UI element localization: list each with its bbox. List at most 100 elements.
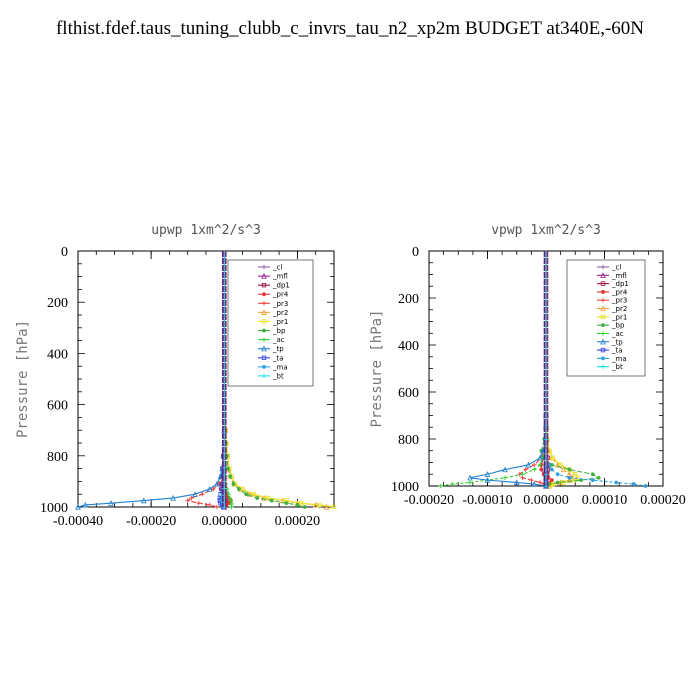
y-tick-label: 0 [412, 245, 419, 260]
legend-label: _pr2 [272, 309, 288, 317]
data-point [484, 471, 491, 477]
legend-marker [261, 345, 267, 352]
legend-marker [262, 364, 266, 369]
data-point [323, 503, 330, 510]
data-point [140, 497, 147, 504]
data-point [231, 482, 236, 486]
data-point [192, 491, 198, 497]
data-point [261, 494, 268, 501]
legend-label: _cl [611, 264, 621, 272]
legend-label: _mfl [272, 273, 288, 281]
page-title: flthist.fdef.taus_tuning_clubb_c_invrs_t… [55, 18, 645, 39]
data-point [525, 461, 532, 468]
legend-label: _ac [272, 336, 285, 344]
data-point [247, 491, 253, 497]
data-point [531, 481, 538, 487]
data-point [614, 480, 619, 485]
data-point [82, 501, 89, 508]
legend-marker [261, 319, 267, 324]
legend-box [227, 259, 314, 387]
x-tick-label: -0.00020 [126, 514, 176, 529]
legend-marker [600, 338, 606, 345]
x-tick-label: -0.00010 [462, 493, 512, 508]
legend-label: _pr4 [272, 291, 289, 299]
chart-title: upwp 1xm^2/s^3 [151, 223, 261, 238]
data-point [560, 466, 567, 473]
legend-label: _pr1 [272, 318, 288, 326]
legend-label: _bp [611, 322, 625, 330]
data-point [226, 466, 230, 471]
data-point [590, 472, 595, 477]
data-point [537, 454, 543, 461]
chart-upwp: upwp 1xm^2/s^3 Pressure [hPa] 0 200 400 600 80… [15, 223, 337, 529]
chart-title: vpwp 1xm^2/s^3 [491, 223, 601, 238]
data-point [214, 480, 220, 487]
y-tick-label: 1000 [391, 480, 419, 495]
legend-marker [261, 282, 267, 288]
series-line-tp [77, 251, 225, 508]
data-point [108, 500, 114, 506]
legend-label: _pr4 [611, 288, 628, 296]
legend-marker [600, 281, 606, 286]
series-line-ac [440, 251, 547, 487]
data-point [331, 504, 337, 510]
data-point [567, 467, 572, 472]
data-point [484, 477, 491, 483]
data-point [302, 505, 307, 509]
legend-label: _pr3 [611, 297, 627, 305]
data-point [251, 491, 256, 497]
legend-marker [600, 272, 606, 278]
legend-marker [601, 290, 605, 294]
legend-label: _pr3 [272, 300, 288, 308]
legend-label: _ac [611, 330, 624, 338]
legend-label: _pr1 [611, 313, 627, 321]
legend-label: _cl [272, 264, 282, 272]
series-line-tp [469, 251, 547, 487]
legend-marker [601, 323, 605, 328]
data-point [170, 494, 176, 501]
x-tick-label: -0.00020 [404, 493, 454, 508]
legend-label: _ta [272, 354, 284, 362]
x-tick-label: -0.00040 [53, 514, 103, 529]
data-point [575, 475, 581, 480]
data-point [317, 502, 322, 508]
y-tick-label: 0 [61, 245, 68, 260]
legend-marker [261, 309, 267, 315]
legend-label: _dp1 [611, 280, 629, 288]
legend-marker [600, 347, 606, 353]
data-point [502, 466, 508, 473]
data-point [244, 492, 249, 497]
legend-label: _bp [272, 327, 286, 335]
legend-marker [262, 292, 266, 297]
legend-label: _tp [272, 345, 284, 353]
legend-box [566, 259, 646, 377]
legend-label: _mfl [611, 272, 627, 280]
data-point [255, 496, 260, 500]
y-tick-label: 200 [47, 296, 68, 311]
data-point [269, 498, 274, 503]
y-tick-label: 800 [398, 433, 419, 448]
y-tick-label: 400 [47, 347, 68, 362]
data-point [566, 477, 573, 483]
data-point [237, 487, 241, 491]
data-point [555, 480, 560, 485]
x-tick-label: 0.00000 [523, 493, 569, 508]
legend-label: _pr2 [611, 305, 627, 313]
series-line-pr3 [186, 251, 225, 508]
data-point [643, 484, 648, 488]
legend-label: _dp1 [272, 282, 290, 290]
x-tick-label: 0.00010 [582, 493, 628, 508]
y-tick-label: 800 [47, 450, 68, 465]
y-tick-label: 600 [398, 386, 419, 401]
legend-label: _ta [611, 347, 623, 355]
legend-marker [601, 356, 605, 361]
legend-label: _ma [611, 355, 627, 363]
data-point [298, 500, 304, 506]
x-tick-label: 0.00020 [640, 493, 686, 508]
data-point [549, 462, 554, 467]
legend-marker [261, 355, 267, 360]
data-point [596, 475, 601, 480]
legend-label: _bt [272, 372, 284, 380]
legend-label: _bt [611, 363, 623, 371]
